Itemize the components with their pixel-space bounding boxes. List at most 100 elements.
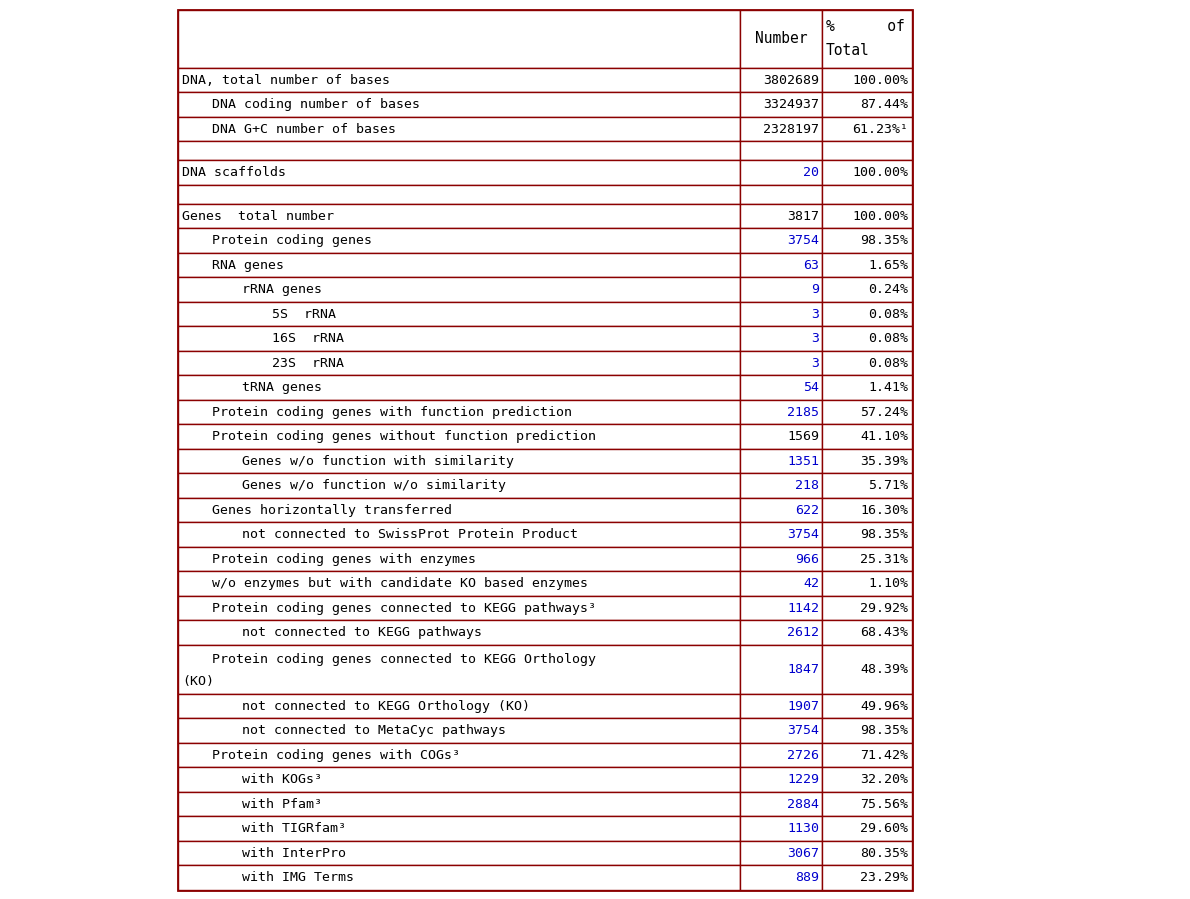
Bar xyxy=(740,424,822,449)
Bar xyxy=(178,204,740,228)
Text: with TIGRfam³: with TIGRfam³ xyxy=(242,823,346,835)
Text: 63: 63 xyxy=(803,259,819,271)
Bar xyxy=(822,866,912,890)
Bar xyxy=(822,141,912,160)
Text: rRNA genes: rRNA genes xyxy=(242,283,322,296)
Bar xyxy=(178,768,740,792)
Bar xyxy=(740,866,822,890)
Text: 3: 3 xyxy=(812,332,819,345)
Text: Total: Total xyxy=(826,43,870,58)
Text: 100.00%: 100.00% xyxy=(852,166,908,179)
Bar xyxy=(178,326,740,351)
Bar xyxy=(178,547,740,572)
Bar xyxy=(822,204,912,228)
Text: Protein coding genes with COGs³: Protein coding genes with COGs³ xyxy=(212,749,461,761)
Text: Genes w/o function with similarity: Genes w/o function with similarity xyxy=(242,455,514,467)
Text: 3817: 3817 xyxy=(787,209,819,223)
Text: Protein coding genes with function prediction: Protein coding genes with function predi… xyxy=(212,405,572,419)
Bar xyxy=(740,596,822,620)
Bar xyxy=(178,841,740,866)
Text: Protein coding genes connected to KEGG Orthology: Protein coding genes connected to KEGG O… xyxy=(212,654,596,666)
Bar xyxy=(822,792,912,816)
Text: 2328197: 2328197 xyxy=(763,122,819,136)
Text: 71.42%: 71.42% xyxy=(860,749,908,761)
Bar xyxy=(740,449,822,474)
Bar xyxy=(178,376,740,400)
Text: 32.20%: 32.20% xyxy=(860,773,908,787)
Bar xyxy=(178,302,740,326)
Bar xyxy=(178,792,740,816)
Bar xyxy=(822,185,912,204)
Bar xyxy=(740,718,822,743)
Bar xyxy=(178,185,740,204)
Bar xyxy=(822,498,912,522)
Text: Number: Number xyxy=(754,31,807,47)
Text: 3067: 3067 xyxy=(787,847,819,859)
Bar xyxy=(178,253,740,278)
Text: (KO): (KO) xyxy=(182,675,214,689)
Text: DNA G+C number of bases: DNA G+C number of bases xyxy=(212,122,396,136)
Text: 1907: 1907 xyxy=(787,699,819,713)
Text: 3: 3 xyxy=(812,357,819,369)
Bar xyxy=(178,68,740,93)
Text: 16.30%: 16.30% xyxy=(860,503,908,517)
Bar xyxy=(822,645,912,694)
Bar xyxy=(822,253,912,278)
Bar xyxy=(822,718,912,743)
Bar xyxy=(822,449,912,474)
Text: 41.10%: 41.10% xyxy=(860,430,908,443)
Bar xyxy=(740,620,822,645)
Text: 98.35%: 98.35% xyxy=(860,725,908,737)
Bar xyxy=(822,572,912,596)
Text: 100.00%: 100.00% xyxy=(852,209,908,223)
Text: with IMG Terms: with IMG Terms xyxy=(242,871,353,885)
Bar xyxy=(740,278,822,302)
Text: 75.56%: 75.56% xyxy=(860,797,908,811)
Text: 1142: 1142 xyxy=(787,601,819,615)
Bar xyxy=(178,351,740,376)
Bar xyxy=(178,400,740,424)
Bar xyxy=(822,93,912,117)
Bar xyxy=(178,645,740,694)
Text: 218: 218 xyxy=(795,479,819,492)
Bar xyxy=(178,424,740,449)
Bar xyxy=(822,841,912,866)
Text: 1130: 1130 xyxy=(787,823,819,835)
Text: Protein coding genes without function prediction: Protein coding genes without function pr… xyxy=(212,430,596,443)
Bar xyxy=(178,816,740,841)
Bar xyxy=(178,498,740,522)
Text: with KOGs³: with KOGs³ xyxy=(242,773,322,787)
Text: %      of: % of xyxy=(826,19,904,34)
Text: 54: 54 xyxy=(803,381,819,394)
Bar xyxy=(178,278,740,302)
Bar xyxy=(740,93,822,117)
Text: 98.35%: 98.35% xyxy=(860,528,908,541)
Bar xyxy=(822,400,912,424)
Bar xyxy=(822,816,912,841)
Bar xyxy=(178,866,740,890)
Text: 0.08%: 0.08% xyxy=(868,307,908,321)
Text: 57.24%: 57.24% xyxy=(860,405,908,419)
Bar xyxy=(178,522,740,547)
Text: 2884: 2884 xyxy=(787,797,819,811)
Text: 2612: 2612 xyxy=(787,627,819,639)
Text: RNA genes: RNA genes xyxy=(212,259,284,271)
Text: 3754: 3754 xyxy=(787,725,819,737)
Bar xyxy=(740,474,822,498)
Bar xyxy=(740,141,822,160)
Text: with InterPro: with InterPro xyxy=(242,847,346,859)
Bar xyxy=(740,302,822,326)
Bar xyxy=(178,743,740,768)
Text: 16S  rRNA: 16S rRNA xyxy=(273,332,344,345)
Text: 1569: 1569 xyxy=(787,430,819,443)
Bar xyxy=(740,185,822,204)
Text: 98.35%: 98.35% xyxy=(860,234,908,247)
Text: 1847: 1847 xyxy=(787,663,819,676)
Text: 80.35%: 80.35% xyxy=(860,847,908,859)
Bar xyxy=(822,278,912,302)
Bar xyxy=(740,68,822,93)
Text: 25.31%: 25.31% xyxy=(860,553,908,565)
Text: 100.00%: 100.00% xyxy=(852,74,908,86)
Text: not connected to KEGG pathways: not connected to KEGG pathways xyxy=(242,627,482,639)
Text: 1.10%: 1.10% xyxy=(868,577,908,590)
